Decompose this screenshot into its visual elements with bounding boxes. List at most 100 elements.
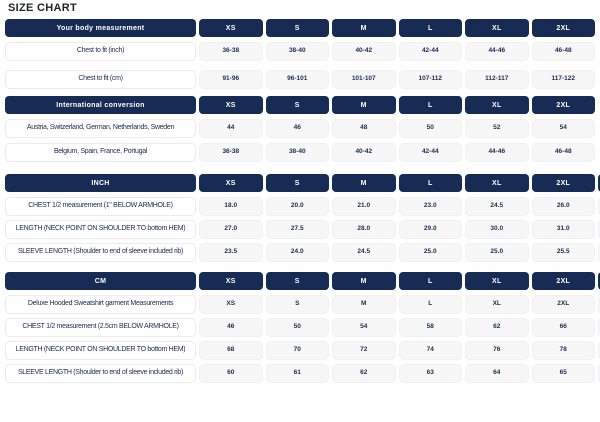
row-value: 31.0 bbox=[531, 220, 595, 239]
row-value: 29.0 bbox=[398, 220, 462, 239]
row-value: XS bbox=[199, 295, 263, 314]
size-column-header: 2XL bbox=[531, 96, 595, 114]
table-row: Deluxe Hooded Sweatshirt garment Measure… bbox=[5, 295, 600, 314]
row-value: 117-122 bbox=[531, 70, 595, 89]
size-column-header: M bbox=[332, 19, 396, 37]
row-value: 18.0 bbox=[199, 197, 263, 216]
row-value: 40-42 bbox=[332, 42, 396, 61]
size-column-header: M bbox=[332, 174, 396, 192]
row-label: CHEST 1/2 measurement (1" BELOW ARMHOLE) bbox=[5, 197, 196, 216]
row-value: 112-117 bbox=[465, 70, 529, 89]
table-row: CHEST 1/2 measurement (2.5cm BELOW ARMHO… bbox=[5, 318, 600, 337]
row-value: 74 bbox=[398, 341, 462, 360]
row-value: 72 bbox=[332, 341, 396, 360]
row-value: 42-44 bbox=[398, 143, 462, 162]
size-column-header: S bbox=[265, 19, 329, 37]
row-value: 62 bbox=[465, 318, 529, 337]
table-row: LENGTH (NECK POINT ON SHOULDER TO bottom… bbox=[5, 220, 600, 239]
table-row: SLEEVE LENGTH (Shoulder to end of sleeve… bbox=[5, 243, 600, 262]
size-column-header: L bbox=[398, 174, 462, 192]
row-value: 54 bbox=[531, 119, 595, 138]
section-header-pill: INCH bbox=[5, 174, 196, 192]
overflow-column-sliver bbox=[598, 174, 600, 192]
size-column-header: M bbox=[332, 96, 396, 114]
table-row: Chest to fit (cm) 91-96 96-101 101-107 107-1… bbox=[5, 70, 600, 89]
row-value: 50 bbox=[265, 318, 329, 337]
table-row: CHEST 1/2 measurement (1" BELOW ARMHOLE)… bbox=[5, 197, 600, 216]
row-value: 76 bbox=[465, 341, 529, 360]
row-value: 28.0 bbox=[332, 220, 396, 239]
row-value: 44-46 bbox=[465, 143, 529, 162]
section-header-pill: Your body measurement bbox=[5, 19, 196, 37]
size-column-header: XS bbox=[199, 96, 263, 114]
row-value: 40-42 bbox=[332, 143, 396, 162]
row-value: 46-48 bbox=[531, 143, 595, 162]
row-value: 23.0 bbox=[398, 197, 462, 216]
row-value: 48 bbox=[332, 119, 396, 138]
row-value: 107-112 bbox=[398, 70, 462, 89]
table-row: Austria, Switzerland, German, Netherland… bbox=[5, 119, 600, 138]
table-section: INCH XS S M L XL 2XL CHEST 1/2 measurement (1" … bbox=[5, 174, 600, 262]
row-value: 60 bbox=[199, 364, 263, 383]
row-value: 38-40 bbox=[265, 143, 329, 162]
row-value: 64 bbox=[465, 364, 529, 383]
table-section: Your body measurement XS S M L XL 2XL Chest to … bbox=[5, 19, 600, 89]
row-label: Chest to fit (inch) bbox=[5, 42, 196, 61]
size-column-header: XS bbox=[199, 174, 263, 192]
table-row: Chest to fit (inch) 36-38 38-40 40-42 42-44 4… bbox=[5, 42, 600, 61]
row-label: Chest to fit (cm) bbox=[5, 70, 196, 89]
row-value: 50 bbox=[398, 119, 462, 138]
row-value: 101-107 bbox=[332, 70, 396, 89]
table-row: LENGTH (NECK POINT ON SHOULDER TO bottom… bbox=[5, 341, 600, 360]
page-title: SIZE CHART bbox=[8, 2, 77, 14]
row-value: 36-38 bbox=[199, 143, 263, 162]
size-column-header: M bbox=[332, 272, 396, 290]
row-value: 91-96 bbox=[199, 70, 263, 89]
size-chart-sections: Your body measurement XS S M L XL 2XL Chest to … bbox=[5, 19, 600, 383]
row-value: 20.0 bbox=[265, 197, 329, 216]
row-label: LENGTH (NECK POINT ON SHOULDER TO bottom… bbox=[5, 341, 196, 360]
table-row: Belgium, Spain, France, Portugal 36-38 38-… bbox=[5, 143, 600, 162]
row-value: 58 bbox=[398, 318, 462, 337]
size-column-header: 2XL bbox=[531, 174, 595, 192]
size-column-header: XL bbox=[465, 174, 529, 192]
row-value: L bbox=[398, 295, 462, 314]
size-column-header: S bbox=[265, 272, 329, 290]
size-column-header: XL bbox=[465, 19, 529, 37]
size-column-header: L bbox=[398, 272, 462, 290]
row-label: Belgium, Spain, France, Portugal bbox=[5, 143, 196, 162]
size-column-header: XL bbox=[465, 272, 529, 290]
row-label: Deluxe Hooded Sweatshirt garment Measure… bbox=[5, 295, 196, 314]
row-value: 44 bbox=[199, 119, 263, 138]
row-value: 61 bbox=[265, 364, 329, 383]
row-value: 38-40 bbox=[265, 42, 329, 61]
row-value: 27.5 bbox=[265, 220, 329, 239]
section-header-pill: International conversion bbox=[5, 96, 196, 114]
row-value: 2XL bbox=[531, 295, 595, 314]
header-row: CM XS S M L XL 2XL bbox=[5, 272, 600, 290]
row-value: 44-46 bbox=[465, 42, 529, 61]
size-column-header: L bbox=[398, 19, 462, 37]
row-label: CHEST 1/2 measurement (2.5cm BELOW ARMHO… bbox=[5, 318, 196, 337]
row-value: 96-101 bbox=[265, 70, 329, 89]
row-label: SLEEVE LENGTH (Shoulder to end of sleeve… bbox=[5, 243, 196, 262]
row-value: 24.5 bbox=[465, 197, 529, 216]
row-value: 24.0 bbox=[265, 243, 329, 262]
table-section: International conversion XS S M L XL 2XL Austri… bbox=[5, 96, 600, 162]
row-value: 46-48 bbox=[531, 42, 595, 61]
row-value: 42-44 bbox=[398, 42, 462, 61]
row-label: LENGTH (NECK POINT ON SHOULDER TO bottom… bbox=[5, 220, 196, 239]
row-value: 63 bbox=[398, 364, 462, 383]
size-column-header: S bbox=[265, 96, 329, 114]
size-column-header: 2XL bbox=[531, 272, 595, 290]
row-value: 26.0 bbox=[531, 197, 595, 216]
header-row: Your body measurement XS S M L XL 2XL bbox=[5, 19, 600, 37]
size-column-header: 2XL bbox=[531, 19, 595, 37]
row-value: 78 bbox=[531, 341, 595, 360]
size-column-header: L bbox=[398, 96, 462, 114]
section-header-pill: CM bbox=[5, 272, 196, 290]
overflow-column-sliver bbox=[598, 272, 600, 290]
row-label: Austria, Switzerland, German, Netherland… bbox=[5, 119, 196, 138]
size-column-header: XL bbox=[465, 96, 529, 114]
row-value: 24.5 bbox=[332, 243, 396, 262]
